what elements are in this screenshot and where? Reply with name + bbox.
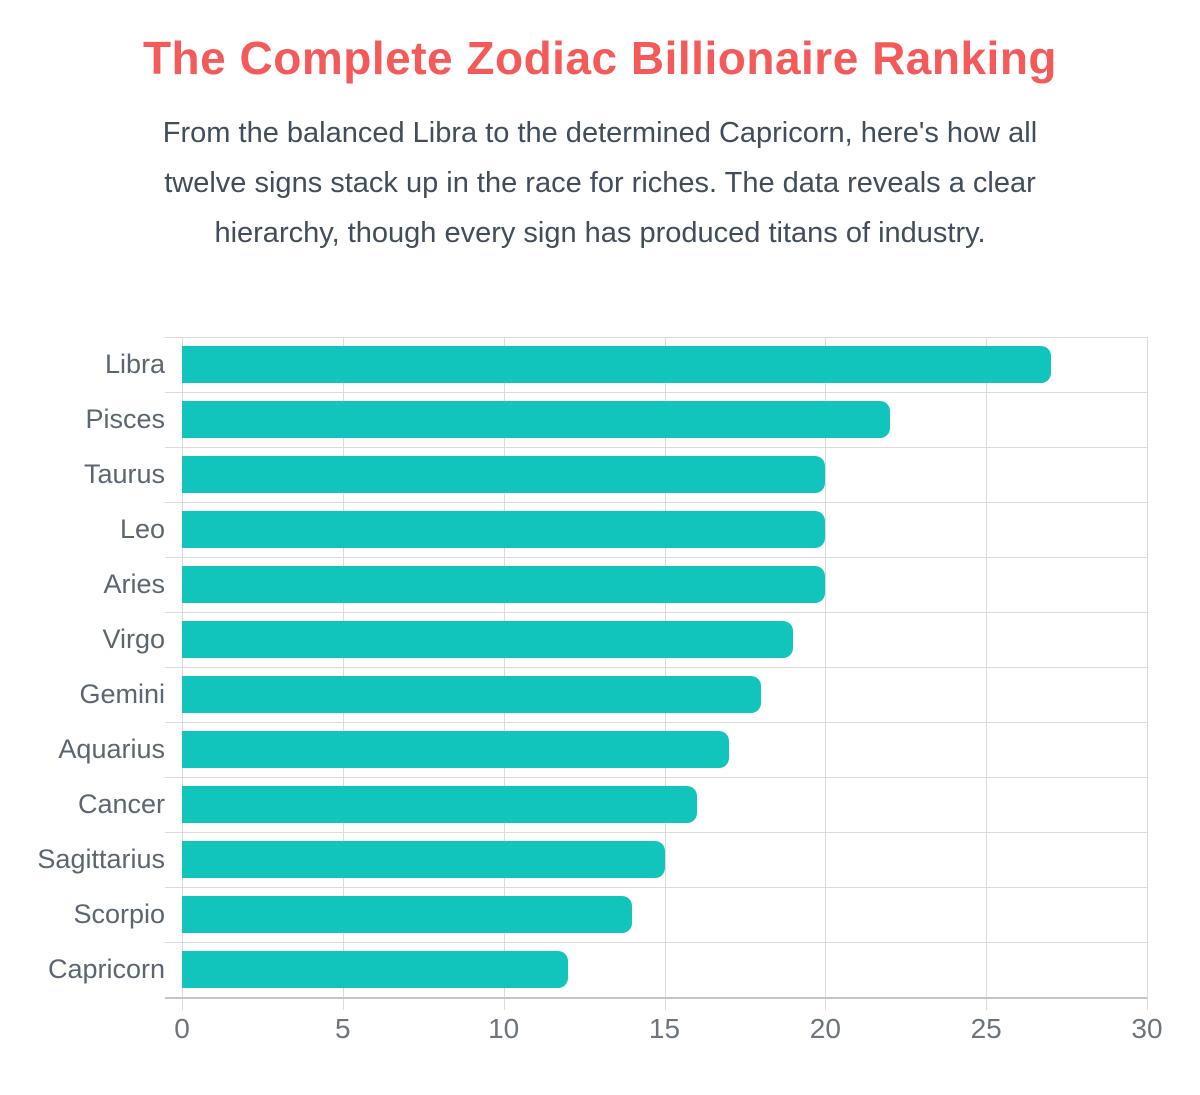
- page-subtitle: From the balanced Libra to the determine…: [20, 108, 1180, 258]
- x-axis-line: [165, 997, 1147, 999]
- bar-virgo: [182, 621, 794, 658]
- bar-sagittarius: [182, 841, 665, 878]
- category-label-libra: Libra: [104, 349, 165, 379]
- x-tick-label-15: 15: [648, 1013, 681, 1044]
- x-tick-label-5: 5: [335, 1013, 351, 1044]
- category-label-aries: Aries: [103, 569, 165, 599]
- x-tick-label-10: 10: [488, 1013, 520, 1044]
- x-tick-label-0: 0: [174, 1013, 190, 1044]
- bar-aries: [182, 566, 826, 603]
- plot-area: Libra Pisces Taurus Leo Aries Virgo Gemini Aqua…: [37, 337, 1163, 1049]
- x-tick-label-25: 25: [970, 1013, 1002, 1044]
- category-label-scorpio: Scorpio: [73, 899, 165, 929]
- chart-row-virgo: Virgo: [102, 612, 1147, 667]
- chart-row-scorpio: Scorpio: [73, 887, 1147, 942]
- category-label-pisces: Pisces: [85, 404, 165, 434]
- page-title: The Complete Zodiac Billionaire Ranking: [142, 32, 1058, 84]
- gridline-x-5: [342, 337, 344, 1010]
- category-label-virgo: Virgo: [102, 624, 165, 654]
- gridline-x-0: [182, 337, 183, 1010]
- bar-pisces: [182, 401, 890, 438]
- rows-layer: Libra Pisces Taurus Leo Aries Virgo Gemini Aqua…: [37, 337, 1147, 997]
- category-label-gemini: Gemini: [79, 679, 165, 709]
- bar-chart: Libra Pisces Taurus Leo Aries Virgo Gemini Aqua…: [0, 337, 1200, 1049]
- chart-row-libra: Libra: [105, 337, 1147, 392]
- chart-row-gemini: Gemini: [79, 667, 1147, 722]
- category-label-capricorn: Capricorn: [47, 954, 165, 984]
- chart-row-aquarius: Aquarius: [58, 722, 1147, 777]
- bar-cancer: [182, 786, 697, 823]
- chart-row-pisces: Pisces: [85, 392, 1147, 447]
- bar-aquarius: [182, 731, 729, 768]
- bar-libra: [182, 346, 1051, 383]
- subtitle-line-3: hierarchy, though every sign has produce…: [214, 217, 986, 249]
- chart-row-leo: Leo: [120, 502, 1147, 557]
- x-tick-label-30: 30: [1131, 1013, 1163, 1044]
- category-label-sagittarius: Sagittarius: [37, 844, 165, 874]
- category-label-cancer: Cancer: [77, 789, 165, 819]
- chart-row-taurus: Taurus: [84, 447, 1147, 502]
- subtitle-line-1: From the balanced Libra to the determine…: [162, 117, 1038, 149]
- category-label-leo: Leo: [119, 514, 165, 544]
- gridline-x-15: [664, 337, 666, 1010]
- chart-row-sagittarius: Sagittarius: [37, 832, 1147, 887]
- bar-capricorn: [182, 951, 568, 988]
- chart-row-cancer: Cancer: [78, 777, 1147, 832]
- category-label-taurus: Taurus: [83, 459, 165, 489]
- bar-taurus: [182, 456, 826, 493]
- gridline-x-20: [825, 337, 827, 1010]
- chart-row-aries: Aries: [103, 557, 1147, 612]
- bar-scorpio: [182, 896, 633, 933]
- gridline-x-30: [1147, 337, 1148, 1010]
- chart-row-capricorn: Capricorn: [48, 942, 1147, 997]
- bar-gemini: [182, 676, 761, 713]
- category-label-aquarius: Aquarius: [58, 734, 165, 764]
- gridline-x-10: [503, 337, 505, 1010]
- subtitle-line-2: twelve signs stack up in the race for ri…: [164, 167, 1036, 199]
- gridline-x-25: [986, 337, 988, 1010]
- x-tick-label-20: 20: [809, 1013, 841, 1044]
- bar-leo: [182, 511, 826, 548]
